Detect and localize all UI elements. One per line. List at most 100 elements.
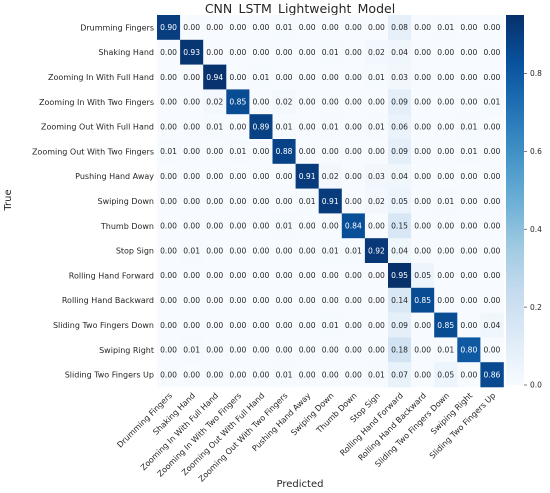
heatmap-cell [203, 238, 227, 264]
cell-value-label: 0.01 [368, 370, 385, 379]
cell-value-label: 0.00 [229, 296, 246, 305]
heatmap-cell [295, 238, 319, 264]
cell-value-label: 0.04 [391, 172, 408, 181]
heatmap-cell [157, 39, 181, 65]
heatmap-cell [480, 139, 504, 165]
heatmap-cell [272, 337, 296, 363]
heatmap-cell [434, 287, 458, 313]
y-tick-label: Rolling Hand Backward [62, 296, 154, 305]
cell-value-label: 0.00 [160, 222, 177, 231]
heatmap-cell [157, 188, 181, 214]
heatmap-cell [295, 64, 319, 90]
heatmap-cell [341, 64, 366, 90]
cell-value-label: 0.00 [460, 246, 477, 255]
heatmap-cell [226, 312, 250, 338]
cell-value-label: 0.00 [368, 271, 385, 280]
cell-value-label: 0.93 [183, 48, 200, 57]
cell-value-label: 0.00 [414, 73, 431, 82]
heatmap-cell [457, 64, 481, 90]
heatmap-cell [226, 64, 250, 90]
heatmap-cell [364, 238, 389, 264]
heatmap-cell [295, 362, 319, 388]
cell-value-label: 0.00 [160, 73, 177, 82]
cell-value-label: 0.04 [483, 321, 500, 330]
cell-value-label: 0.00 [322, 73, 339, 82]
heatmap-cell [295, 287, 319, 313]
heatmap-cell [434, 163, 458, 189]
heatmap-cell [226, 139, 250, 165]
cell-value-label: 0.02 [368, 48, 385, 57]
cell-value-label: 0.91 [322, 197, 339, 206]
heatmap-cell [157, 64, 181, 90]
cell-value-label: 0.00 [483, 172, 500, 181]
cell-value-label: 0.00 [183, 271, 200, 280]
cell-value-label: 0.00 [483, 48, 500, 57]
cell-value-label: 0.00 [299, 222, 316, 231]
cell-value-label: 0.00 [160, 122, 177, 131]
cell-value-label: 0.00 [483, 271, 500, 280]
heatmap-cell [388, 163, 412, 189]
heatmap-cell [318, 114, 343, 140]
heatmap-cell [226, 89, 250, 115]
cell-value-label: 0.00 [345, 271, 362, 280]
y-tick-label: Swiping Down [97, 197, 154, 206]
cell-value-label: 0.00 [160, 321, 177, 330]
cell-value-label: 0.00 [322, 222, 339, 231]
cell-value-label: 0.00 [483, 246, 500, 255]
cell-value-label: 0.00 [229, 246, 246, 255]
cell-value-label: 0.00 [206, 321, 223, 330]
heatmap-cell [341, 139, 366, 165]
cell-value-label: 0.01 [368, 73, 385, 82]
heatmap-cell [411, 39, 435, 65]
heatmap-cell [203, 312, 227, 338]
heatmap-cell [157, 139, 181, 165]
cell-value-label: 0.00 [299, 73, 316, 82]
colorbar-tick-label: 0.2 [530, 303, 542, 312]
heatmap-cell [226, 188, 250, 214]
cell-value-label: 0.00 [183, 197, 200, 206]
cell-value-label: 0.00 [322, 346, 339, 355]
cell-value-label: 0.00 [414, 321, 431, 330]
heatmap-cell [364, 287, 389, 313]
cell-value-label: 0.00 [252, 321, 269, 330]
cell-value-label: 0.00 [276, 271, 293, 280]
heatmap-cell [295, 39, 319, 65]
heatmap-cell [157, 312, 181, 338]
cell-value-label: 0.00 [345, 73, 362, 82]
cell-value-label: 0.00 [299, 147, 316, 156]
heatmap-cell [180, 312, 204, 338]
heatmap-cell [388, 263, 412, 289]
cell-value-label: 0.00 [252, 222, 269, 231]
cell-value-label: 0.01 [368, 122, 385, 131]
cell-value-label: 0.00 [160, 197, 177, 206]
heatmap-cell [157, 287, 181, 313]
cell-value-label: 0.00 [183, 321, 200, 330]
heatmap-cell [341, 238, 366, 264]
heatmap-cell [157, 238, 181, 264]
cell-value-label: 0.09 [391, 321, 408, 330]
cell-value-label: 0.00 [206, 172, 223, 181]
cell-value-label: 0.01 [276, 222, 293, 231]
cell-value-label: 0.00 [183, 172, 200, 181]
heatmap-cell [480, 188, 504, 214]
cell-value-label: 0.00 [414, 48, 431, 57]
heatmap-cell [457, 163, 481, 189]
cell-value-label: 0.00 [460, 296, 477, 305]
heatmap-cell [480, 213, 504, 239]
heatmap-cell [341, 263, 366, 289]
cell-value-label: 0.00 [229, 197, 246, 206]
cell-value-label: 0.00 [252, 271, 269, 280]
heatmap-cell [480, 238, 504, 264]
heatmap-cell [434, 337, 458, 363]
cell-value-label: 0.00 [276, 172, 293, 181]
cell-value-label: 0.00 [460, 23, 477, 32]
cell-value-label: 0.00 [414, 147, 431, 156]
heatmap-cell [341, 337, 366, 363]
cell-value-label: 0.00 [229, 222, 246, 231]
heatmap-cell [341, 287, 366, 313]
cell-value-label: 0.00 [345, 296, 362, 305]
heatmap-cell [203, 114, 227, 140]
heatmap-cell [457, 139, 481, 165]
heatmap-cell [249, 362, 273, 388]
heatmap-cell [318, 188, 343, 214]
